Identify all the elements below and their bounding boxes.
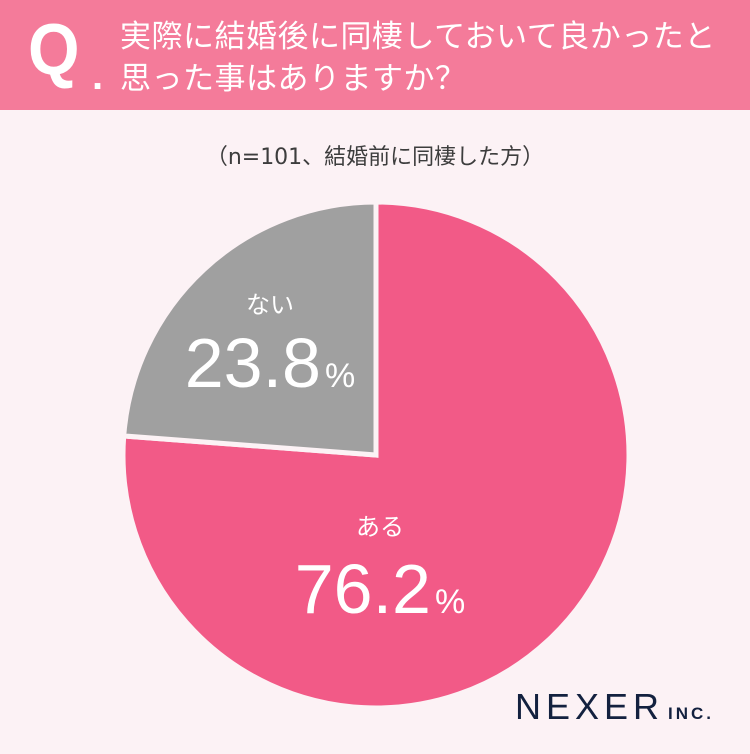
slice-name-yes: ある [356, 513, 404, 541]
pie-slice-no [121, 199, 379, 458]
q-mark: Q [28, 10, 80, 90]
q-dot: . [92, 54, 104, 98]
question-text: 実際に結婚後に同棲しておいて良かったと 思った事はありますか？ [120, 16, 716, 100]
slice-name-no: ない [246, 291, 294, 319]
slice-label-yes: ある 76.2% [270, 507, 490, 624]
question-line-1: 実際に結婚後に同棲しておいて良かったと [120, 19, 716, 55]
question-header: Q . 実際に結婚後に同棲しておいて良かったと 思った事はありますか？ [0, 0, 750, 110]
slice-label-no: ない 23.8% [160, 285, 380, 398]
question-line-2: 思った事はありますか？ [120, 61, 467, 97]
sample-size-subtitle: （n=101、結婚前に同棲した方） [205, 145, 545, 170]
slice-value-no: 23.8% [184, 324, 356, 402]
nexer-logo: NEXER INC. [515, 686, 715, 727]
slice-value-yes: 76.2% [294, 550, 466, 628]
